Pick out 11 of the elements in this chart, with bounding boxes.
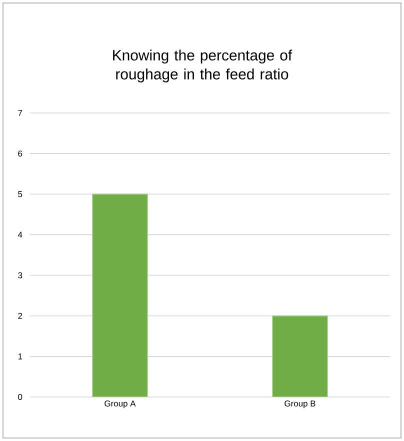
- y-tick-label: 3: [18, 272, 22, 278]
- y-tick-label: 5: [18, 191, 22, 198]
- x-tick-label: Group B: [284, 400, 316, 408]
- x-tick-label: Group A: [104, 400, 136, 408]
- y-tick-label: 7: [18, 110, 22, 116]
- chart-title: Knowing the percentage of roughage in the feed ratio: [113, 50, 292, 82]
- y-tick-label: 0: [18, 394, 22, 400]
- y-tick-label: 1: [18, 354, 22, 360]
- y-tick-label: 2: [18, 312, 22, 319]
- y-tick-label: 6: [18, 150, 22, 157]
- y-tick-label: 4: [18, 232, 22, 238]
